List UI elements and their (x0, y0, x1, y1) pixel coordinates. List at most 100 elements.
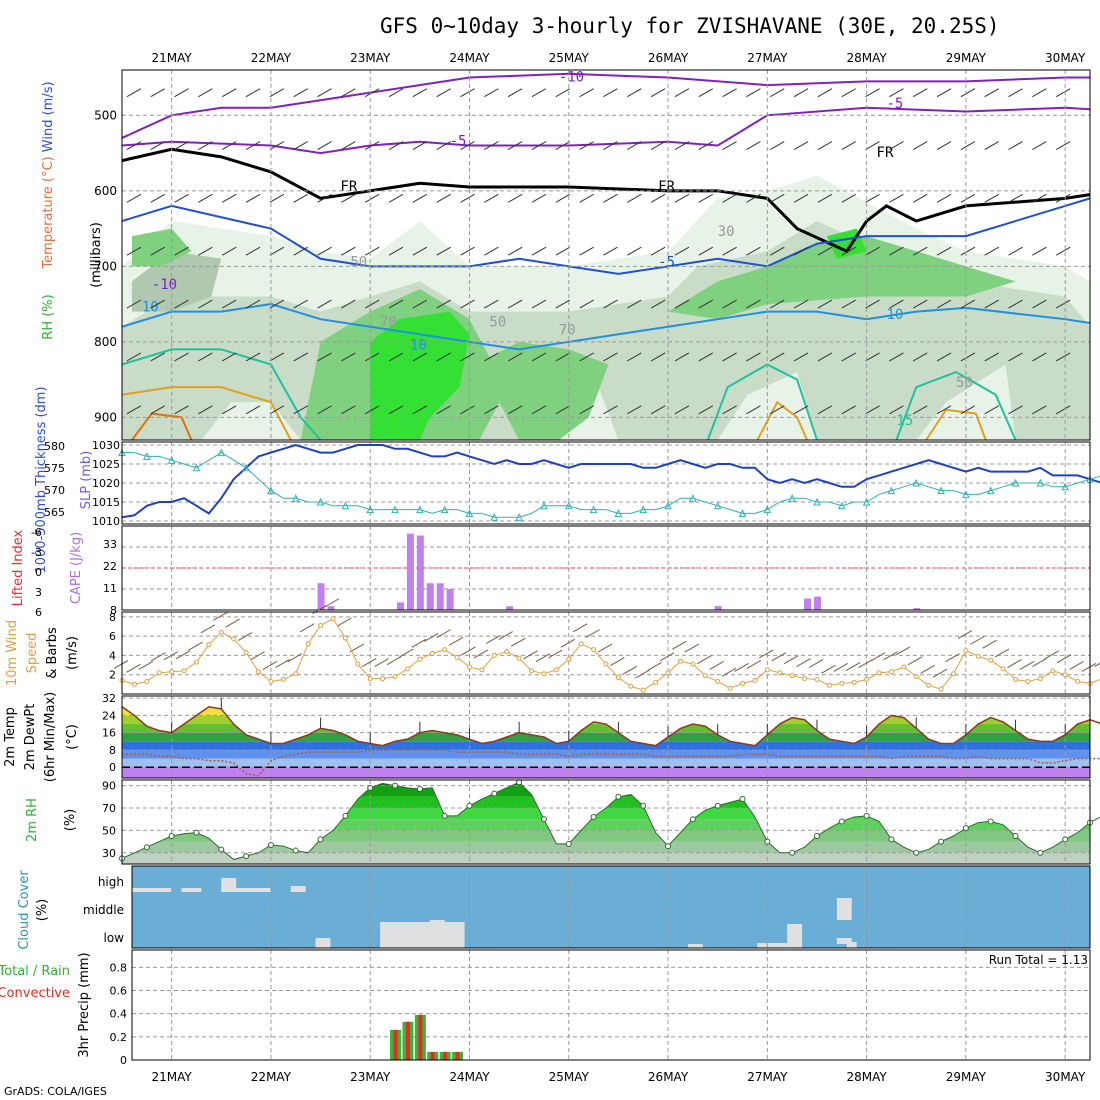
wind-barb (436, 88, 451, 98)
wind-barb (647, 661, 662, 671)
wind-barb (293, 141, 308, 150)
wind-barb (984, 299, 999, 309)
wind-barb (364, 299, 380, 309)
rh-point (938, 838, 945, 845)
wind-barb (460, 352, 475, 362)
wind-barb (627, 88, 642, 98)
wind-barb (221, 193, 237, 203)
temp-contour (121, 303, 1091, 351)
contour-label: -5 (886, 96, 903, 112)
wind-speed-point (752, 677, 758, 683)
wind-barb (746, 405, 761, 415)
wind-barb (436, 352, 451, 362)
wind-barb (317, 405, 332, 415)
panel-frame (121, 69, 1091, 441)
rh-point (292, 847, 299, 854)
day-label-top: 23MAY (350, 51, 391, 65)
wind-barb (486, 634, 501, 644)
wind-barb (531, 405, 547, 415)
wind-barb (698, 193, 714, 203)
y-tick-label: 0.4 (110, 1008, 128, 1021)
temp-band (122, 732, 1090, 742)
wind-speed-point (864, 677, 870, 683)
thickness-point (788, 494, 796, 502)
wind-barb (510, 637, 526, 647)
cloud-block (131, 888, 172, 892)
y-tick-label: 900 (94, 410, 117, 424)
wind-speed-point (380, 676, 386, 682)
temp-contour (131, 412, 193, 441)
wind-barb (722, 193, 737, 203)
wind-barb (364, 352, 380, 362)
axis-label-part: Temperature (°C) (41, 152, 56, 269)
wind-barb (200, 624, 216, 634)
wind-barb (865, 88, 880, 98)
wind-barb (1032, 193, 1047, 203)
wind-barb (126, 663, 141, 673)
wind-barb (960, 352, 976, 362)
wind-barb (198, 246, 213, 256)
wind-barb (555, 405, 571, 415)
wind-barb (507, 246, 523, 256)
wind-barb (721, 667, 737, 677)
wind-barb (175, 650, 191, 660)
axis-label: (%) (63, 809, 78, 832)
wind-barb (364, 405, 380, 415)
wind-barb (461, 646, 476, 656)
wind-barb (841, 299, 856, 309)
wind-barb (1055, 352, 1071, 362)
wind-barb (610, 657, 625, 667)
wind-speed-point (169, 669, 175, 675)
wind-barb (722, 246, 737, 256)
wind-speed-point (640, 687, 646, 693)
wind-barb (770, 141, 785, 150)
wind-barb (585, 629, 600, 639)
day-label-bottom: 22MAY (251, 1070, 292, 1084)
axis-label: RH (%) (41, 294, 56, 339)
wind-barb (388, 88, 404, 98)
wind-barb (1055, 193, 1071, 203)
rh-point (367, 784, 374, 791)
day-labels-top: 21MAY 22MAY 23MAY 24MAY 25MAY 26MAY 27MAY 28MAY… (152, 51, 1086, 65)
cape-lifted-index-panel: -6 -3 0 3 6 33 22 11 8 Lifted Index CAPE (J/kg) (11, 525, 1091, 619)
wind-barb (603, 352, 618, 362)
rh-point (739, 796, 746, 803)
axis-label: 1000-500mb Thickness (dm) (34, 386, 49, 573)
thickness-point (713, 501, 722, 510)
wind-speed-point (826, 682, 832, 688)
thickness-point (416, 505, 424, 514)
slp-tick-label: 1025 (92, 458, 120, 471)
wind-barb (960, 246, 976, 256)
wind-barb (560, 638, 576, 648)
cape-bar (913, 608, 921, 610)
temp-contour (895, 370, 1017, 441)
wind-barb (650, 193, 666, 203)
wind-barb (174, 141, 189, 150)
precip-conv-bar (418, 1014, 423, 1060)
day-label-top: 29MAY (946, 51, 987, 65)
wind-barb (841, 405, 856, 415)
panel-frame (121, 441, 1091, 525)
slp-tick-label: 1020 (92, 477, 120, 490)
wind-barb (275, 659, 290, 668)
contour-label: 30 (718, 224, 735, 240)
wind-speed-point (591, 647, 597, 653)
wind-speed-point (764, 667, 770, 673)
thickness-point (589, 505, 598, 514)
cloud-cover-panel: high middle low Cloud Cover (%) (17, 865, 1091, 950)
wind-speed-point (1037, 676, 1043, 682)
wind-speed-point (715, 678, 721, 684)
cape-tick-label: 33 (103, 538, 117, 551)
wind-barb (984, 246, 999, 256)
wind-barb (603, 193, 618, 203)
wind-barb (659, 652, 675, 662)
cape-tick-label: 8 (110, 604, 117, 617)
wind-barb (484, 405, 499, 415)
rh-point (813, 833, 820, 839)
temp-bands (122, 706, 1090, 778)
wind-barb (650, 141, 666, 150)
wind-barb (484, 193, 499, 203)
wind-barb (770, 405, 785, 415)
wind-barb (460, 405, 475, 415)
rh-point (342, 812, 349, 819)
